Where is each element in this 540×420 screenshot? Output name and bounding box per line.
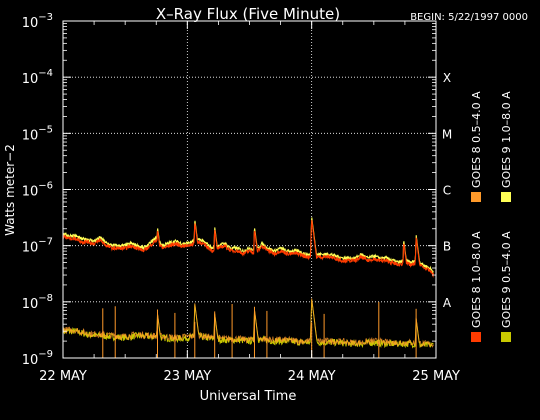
x-axis-label: Universal Time xyxy=(200,389,297,404)
series-goes9-long xyxy=(62,217,434,275)
y-axis-label: Watts meter−2 xyxy=(3,144,17,236)
legend-entry: GOES 9 1.0–8.0 A xyxy=(500,91,513,202)
x-tick-label: 23 MAY xyxy=(163,369,211,384)
legend-entry: GOES 8 0.5–4.0 A xyxy=(470,91,483,202)
plot-grid xyxy=(63,21,436,358)
chart-title: X–Ray Flux (Five Minute) xyxy=(156,5,340,23)
y-tick-label: 10−6 xyxy=(22,181,53,200)
flare-class-label: M xyxy=(442,127,452,141)
y-tick-label: 10−8 xyxy=(22,293,53,312)
legend-label: GOES 8 0.5–4.0 A xyxy=(470,91,483,188)
flare-class-label: B xyxy=(443,240,451,254)
legend-entry: GOES 8 1.0–8.0 A xyxy=(470,231,483,342)
legend: GOES 8 1.0–8.0 A GOES 8 0.5–4.0 A GOES 9 0… xyxy=(470,91,513,342)
legend-label: GOES 9 0.5–4.0 A xyxy=(500,231,513,328)
series-goes9-short xyxy=(62,299,434,349)
flare-class-label: X xyxy=(443,71,451,85)
legend-label: GOES 8 1.0–8.0 A xyxy=(470,231,483,328)
y-tick-label: 10−9 xyxy=(22,349,53,368)
flare-class-label: C xyxy=(443,184,451,198)
x-tick-label: 25 MAY xyxy=(412,369,460,384)
y-tick-label: 10−4 xyxy=(22,68,53,87)
x-tick-label: 22 MAY xyxy=(39,369,87,384)
data-series xyxy=(62,217,434,358)
y-tick-label: 10−5 xyxy=(22,124,53,143)
x-axis: 22 MAY 23 MAY 24 MAY 25 MAY xyxy=(39,21,460,384)
flare-class-label: A xyxy=(443,296,452,310)
series-goes8-long xyxy=(62,220,434,278)
legend-swatch xyxy=(501,332,511,342)
legend-label: GOES 9 1.0–8.0 A xyxy=(500,91,513,188)
series-goes8-short xyxy=(62,298,434,348)
legend-swatch xyxy=(501,192,511,202)
y-tick-label: 10−3 xyxy=(22,12,53,31)
legend-entry: GOES 9 0.5–4.0 A xyxy=(500,231,513,342)
legend-swatch xyxy=(471,192,481,202)
flare-class-axis: X M C B A xyxy=(442,71,452,310)
y-tick-label: 10−7 xyxy=(22,237,53,256)
x-tick-label: 24 MAY xyxy=(288,369,336,384)
legend-swatch xyxy=(471,332,481,342)
begin-label: BEGIN: 5/22/1997 0000 xyxy=(410,12,528,23)
y-axis: 10−3 10−4 10−5 10−6 10−7 10−8 10−9 xyxy=(22,12,436,368)
